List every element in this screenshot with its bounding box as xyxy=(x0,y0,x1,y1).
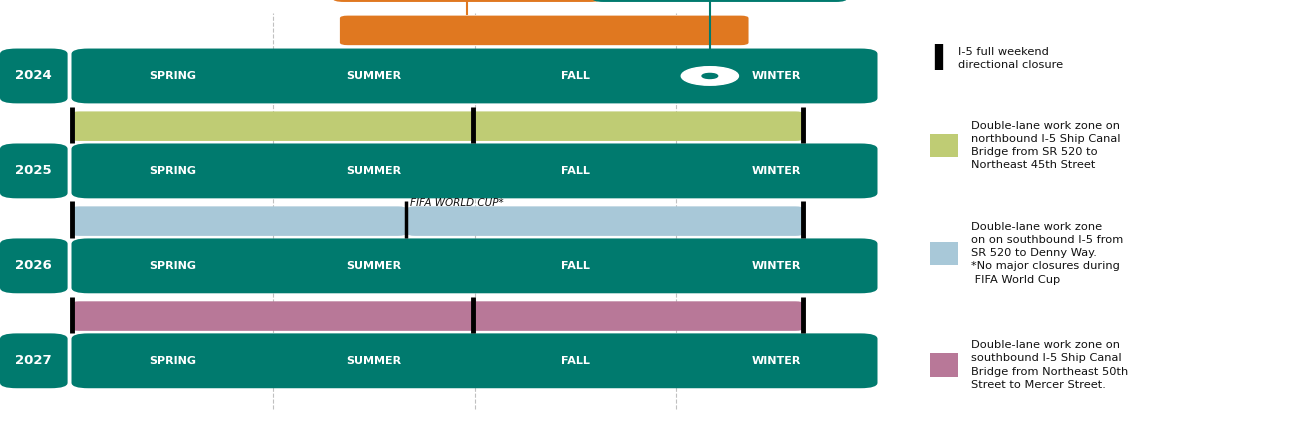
FancyBboxPatch shape xyxy=(930,134,958,157)
Text: Double-lane work zone on
northbound I-5 Ship Canal
Bridge from SR 520 to
Northea: Double-lane work zone on northbound I-5 … xyxy=(971,121,1121,170)
FancyBboxPatch shape xyxy=(72,143,878,198)
Text: SUMMER: SUMMER xyxy=(346,71,402,81)
FancyBboxPatch shape xyxy=(0,333,68,388)
Circle shape xyxy=(702,73,718,78)
FancyBboxPatch shape xyxy=(407,206,803,236)
Circle shape xyxy=(681,67,738,85)
Text: SUMMER: SUMMER xyxy=(346,356,402,366)
Text: SPRING: SPRING xyxy=(148,71,196,81)
FancyBboxPatch shape xyxy=(339,16,749,45)
Text: WINTER: WINTER xyxy=(753,71,801,81)
Text: SPRING: SPRING xyxy=(148,166,196,176)
Circle shape xyxy=(673,64,746,88)
FancyBboxPatch shape xyxy=(72,111,803,141)
Text: SPRING: SPRING xyxy=(148,356,196,366)
Text: FALL: FALL xyxy=(560,71,590,81)
FancyBboxPatch shape xyxy=(72,238,878,293)
FancyBboxPatch shape xyxy=(72,333,878,388)
Text: 2024: 2024 xyxy=(16,70,52,82)
FancyBboxPatch shape xyxy=(0,238,68,293)
Text: Double-lane work zone
on on southbound I-5 from
SR 520 to Denny Way.
*No major c: Double-lane work zone on on southbound I… xyxy=(971,222,1123,284)
Text: SPRING: SPRING xyxy=(148,261,196,271)
Text: 2025: 2025 xyxy=(16,165,52,177)
Text: WINTER: WINTER xyxy=(753,261,801,271)
FancyBboxPatch shape xyxy=(72,301,803,331)
Text: FALL: FALL xyxy=(560,261,590,271)
Text: 2027: 2027 xyxy=(16,354,52,367)
FancyBboxPatch shape xyxy=(72,49,878,103)
Text: 2026: 2026 xyxy=(16,260,52,272)
FancyBboxPatch shape xyxy=(0,143,68,198)
Text: I-5 full weekend
directional closure: I-5 full weekend directional closure xyxy=(958,47,1063,70)
Text: FIFA WORLD CUP*: FIFA WORLD CUP* xyxy=(410,198,503,208)
FancyBboxPatch shape xyxy=(930,241,958,265)
Text: SUMMER: SUMMER xyxy=(346,261,402,271)
Text: FALL: FALL xyxy=(560,356,590,366)
Text: SUMMER: SUMMER xyxy=(346,166,402,176)
Text: FALL: FALL xyxy=(560,166,590,176)
FancyBboxPatch shape xyxy=(72,206,406,236)
FancyBboxPatch shape xyxy=(0,49,68,103)
Text: WINTER: WINTER xyxy=(753,356,801,366)
Text: WINTER: WINTER xyxy=(753,166,801,176)
Text: Double-lane work zone on
southbound I-5 Ship Canal
Bridge from Northeast 50th
St: Double-lane work zone on southbound I-5 … xyxy=(971,340,1128,390)
FancyBboxPatch shape xyxy=(930,354,958,376)
